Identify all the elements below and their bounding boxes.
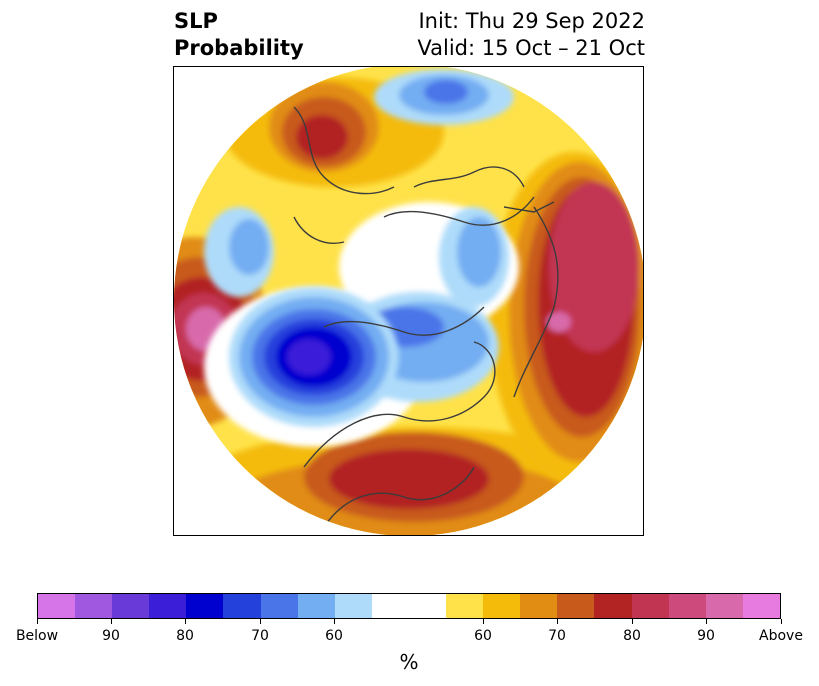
init-date: Init: Thu 29 Sep 2022 [418, 9, 645, 33]
probability-map [174, 67, 643, 535]
colorbar-tick [632, 619, 633, 624]
colorbar-label: Above [759, 628, 803, 644]
colorbar-cell-18 [705, 594, 743, 618]
colorbar-cell-7 [297, 594, 335, 618]
colorbar-cell-16 [631, 594, 669, 618]
colorbar-tick [706, 619, 707, 624]
colorbar-cell-9 [371, 594, 409, 618]
colorbar [37, 593, 781, 619]
colorbar-cell-14 [557, 594, 595, 618]
colorbar-tick [334, 619, 335, 624]
title-product: SLP [174, 9, 218, 33]
colorbar-tick [483, 619, 484, 624]
colorbar-label: 90 [102, 628, 120, 644]
colorbar-label: 90 [697, 628, 715, 644]
below-normal-scandinavia [374, 69, 514, 125]
colorbar-tick [111, 619, 112, 624]
below-normal-alaska [229, 287, 399, 427]
colorbar-label: Below [15, 628, 59, 644]
above-normal-siberia [489, 152, 643, 482]
colorbar-cell-3 [149, 594, 187, 618]
colorbar-cell-1 [75, 594, 113, 618]
colorbar-cell-4 [186, 594, 224, 618]
colorbar-cell-12 [483, 594, 521, 618]
map-panel [173, 66, 644, 536]
colorbar-tick [260, 619, 261, 624]
colorbar-cell-5 [223, 594, 261, 618]
colorbar-cell-15 [594, 594, 632, 618]
colorbar-label: 60 [474, 628, 492, 644]
colorbar-cell-8 [334, 594, 372, 618]
colorbar-tick [781, 619, 782, 624]
colorbar-cell-17 [668, 594, 706, 618]
coastlines [293, 86, 605, 528]
colorbar-unit: % [399, 650, 419, 674]
colorbar-cell-11 [446, 594, 484, 618]
colorbar-tick [185, 619, 186, 624]
valid-range: Valid: 15 Oct – 21 Oct [417, 36, 645, 60]
colorbar-label: 80 [623, 628, 641, 644]
colorbar-cell-2 [112, 594, 150, 618]
colorbar-cell-19 [742, 594, 780, 618]
chart-title-right: Init: Thu 29 Sep 2022 Valid: 15 Oct – 21… [417, 8, 645, 62]
colorbar-cell-0 [38, 594, 76, 618]
colorbar-label: 80 [176, 628, 194, 644]
colorbar-label: 70 [548, 628, 566, 644]
colorbar-cell-6 [260, 594, 298, 618]
colorbar-cell-10 [408, 594, 447, 618]
title-variable: Probability [174, 36, 304, 60]
colorbar-label: 60 [325, 628, 343, 644]
colorbar-tick [557, 619, 558, 624]
colorbar-label: 70 [251, 628, 269, 644]
colorbar-tick [37, 619, 38, 624]
chart-title-left: SLP Probability [174, 8, 304, 62]
colorbar-cell-13 [520, 594, 558, 618]
